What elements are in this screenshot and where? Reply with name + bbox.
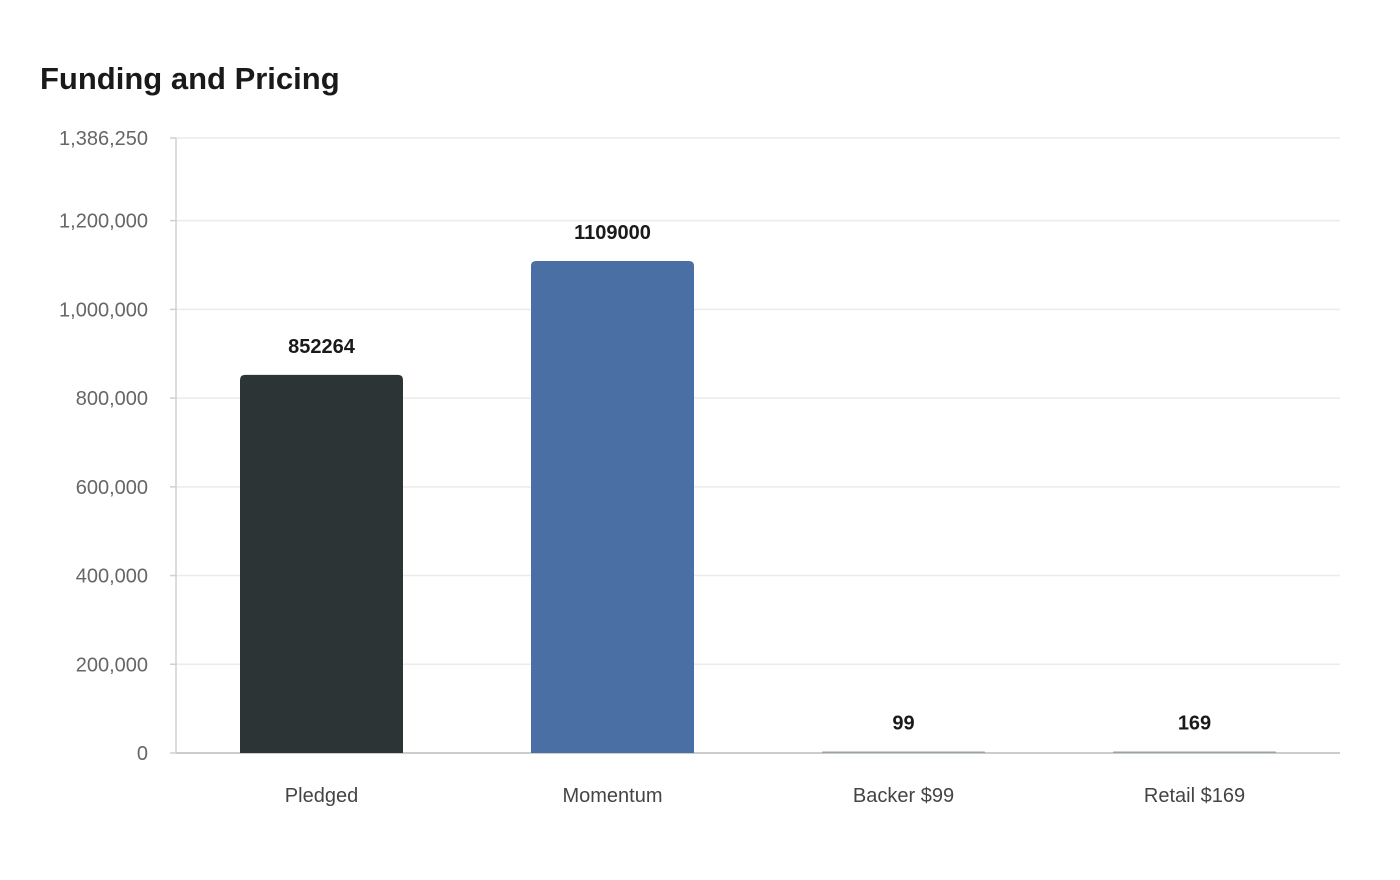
- data-label: 99: [892, 713, 914, 735]
- y-tick-label: 200,000: [76, 654, 148, 676]
- y-tick-label: 1,000,000: [59, 299, 148, 321]
- category-label: Pledged: [285, 785, 358, 807]
- bar-retail-169: [1113, 751, 1276, 753]
- category-label: Momentum: [562, 785, 662, 807]
- bar-pledged: [240, 374, 403, 753]
- y-tick-label: 800,000: [76, 388, 148, 410]
- y-tick-label: 0: [137, 743, 148, 765]
- y-tick-label: 1,386,250: [59, 128, 148, 150]
- data-label: 852264: [288, 336, 356, 358]
- category-label: Retail $169: [1144, 785, 1245, 807]
- chart-title: Funding and Pricing: [40, 61, 340, 96]
- category-labels: Pledged Momentum Backer $99 Retail $169: [285, 785, 1245, 807]
- category-label: Backer $99: [853, 785, 954, 807]
- data-label: 1109000: [574, 222, 651, 244]
- data-label: 169: [1178, 713, 1211, 735]
- bar-backer-99: [822, 751, 985, 753]
- y-tick-labels: 0 200,000 400,000 600,000 800,000 1,000,000 1,…: [59, 128, 176, 765]
- bar-momentum: [531, 261, 694, 753]
- y-tick-label: 600,000: [76, 477, 148, 499]
- y-tick-label: 400,000: [76, 566, 148, 588]
- y-tick-label: 1,200,000: [59, 211, 148, 233]
- data-labels: 852264 1109000 99 169: [288, 222, 1211, 735]
- bars: [240, 261, 1276, 753]
